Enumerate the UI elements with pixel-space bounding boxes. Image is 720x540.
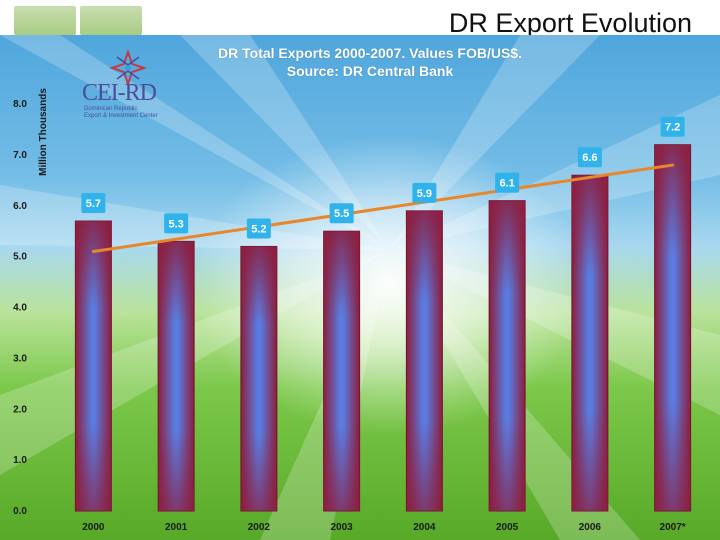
data-label: 5.9 — [417, 188, 432, 200]
bar-shading — [654, 144, 691, 511]
logo-text: CEI-RD — [82, 80, 157, 106]
chart-subtitle: Source: DR Central Bank — [286, 63, 454, 79]
x-tick-label: 2007* — [660, 522, 686, 533]
y-tick-label: 1.0 — [13, 455, 27, 466]
bar-shading — [489, 200, 526, 511]
data-label: 5.7 — [86, 198, 101, 210]
bar-shading — [158, 241, 195, 512]
bar-shading — [323, 231, 360, 511]
logo-subtitle: Dominican Republic Export & Investment C… — [84, 106, 184, 120]
y-axis-label: Million Thousands — [38, 88, 49, 176]
x-tick-label: 2001 — [165, 522, 188, 533]
data-label-box — [495, 172, 520, 193]
y-tick-label: 4.0 — [13, 303, 27, 314]
y-tick-label: 6.0 — [13, 201, 27, 212]
x-tick-label: 2005 — [496, 522, 519, 533]
data-label: 6.6 — [582, 152, 597, 164]
y-tick-label: 0.0 — [13, 506, 27, 517]
y-tick-label: 7.0 — [13, 150, 27, 161]
logo-subtitle-line2: Export & Investment Center — [84, 113, 158, 119]
bar-shading — [240, 246, 277, 511]
bar-shading — [571, 175, 608, 511]
x-tick-label: 2004 — [413, 522, 436, 533]
x-tick-label: 2002 — [248, 522, 271, 533]
header-decoration — [80, 6, 142, 35]
y-tick-label: 8.0 — [13, 99, 27, 110]
data-label: 5.2 — [251, 223, 266, 235]
x-tick-label: 2003 — [331, 522, 354, 533]
data-label-box — [164, 213, 189, 234]
data-label-box — [329, 203, 354, 224]
header-decoration — [14, 6, 76, 35]
data-label: 5.5 — [334, 208, 349, 220]
x-tick-label: 2006 — [579, 522, 602, 533]
trend-line — [91, 163, 675, 254]
data-label-box — [81, 193, 106, 214]
data-label: 7.2 — [665, 122, 680, 134]
data-label-box — [577, 147, 602, 168]
y-tick-label: 3.0 — [13, 353, 27, 364]
cei-rd-logo-icon — [108, 48, 148, 88]
bar-shading — [406, 210, 443, 511]
y-tick-label: 2.0 — [13, 404, 27, 415]
bar-shading — [75, 221, 112, 511]
x-tick-label: 2000 — [82, 522, 105, 533]
data-label: 5.3 — [168, 218, 183, 230]
data-label-box — [412, 182, 437, 203]
y-tick-label: 5.0 — [13, 252, 27, 263]
slide-title: DR Export Evolution — [448, 8, 692, 38]
data-label-box — [246, 218, 271, 239]
logo-subtitle-line1: Dominican Republic — [84, 106, 138, 112]
data-label: 6.1 — [499, 178, 514, 190]
data-label-box — [660, 116, 685, 137]
chart-title-block: DR Total Exports 2000-2007. Values FOB/U… — [170, 44, 570, 80]
chart-title: DR Total Exports 2000-2007. Values FOB/U… — [218, 45, 522, 61]
